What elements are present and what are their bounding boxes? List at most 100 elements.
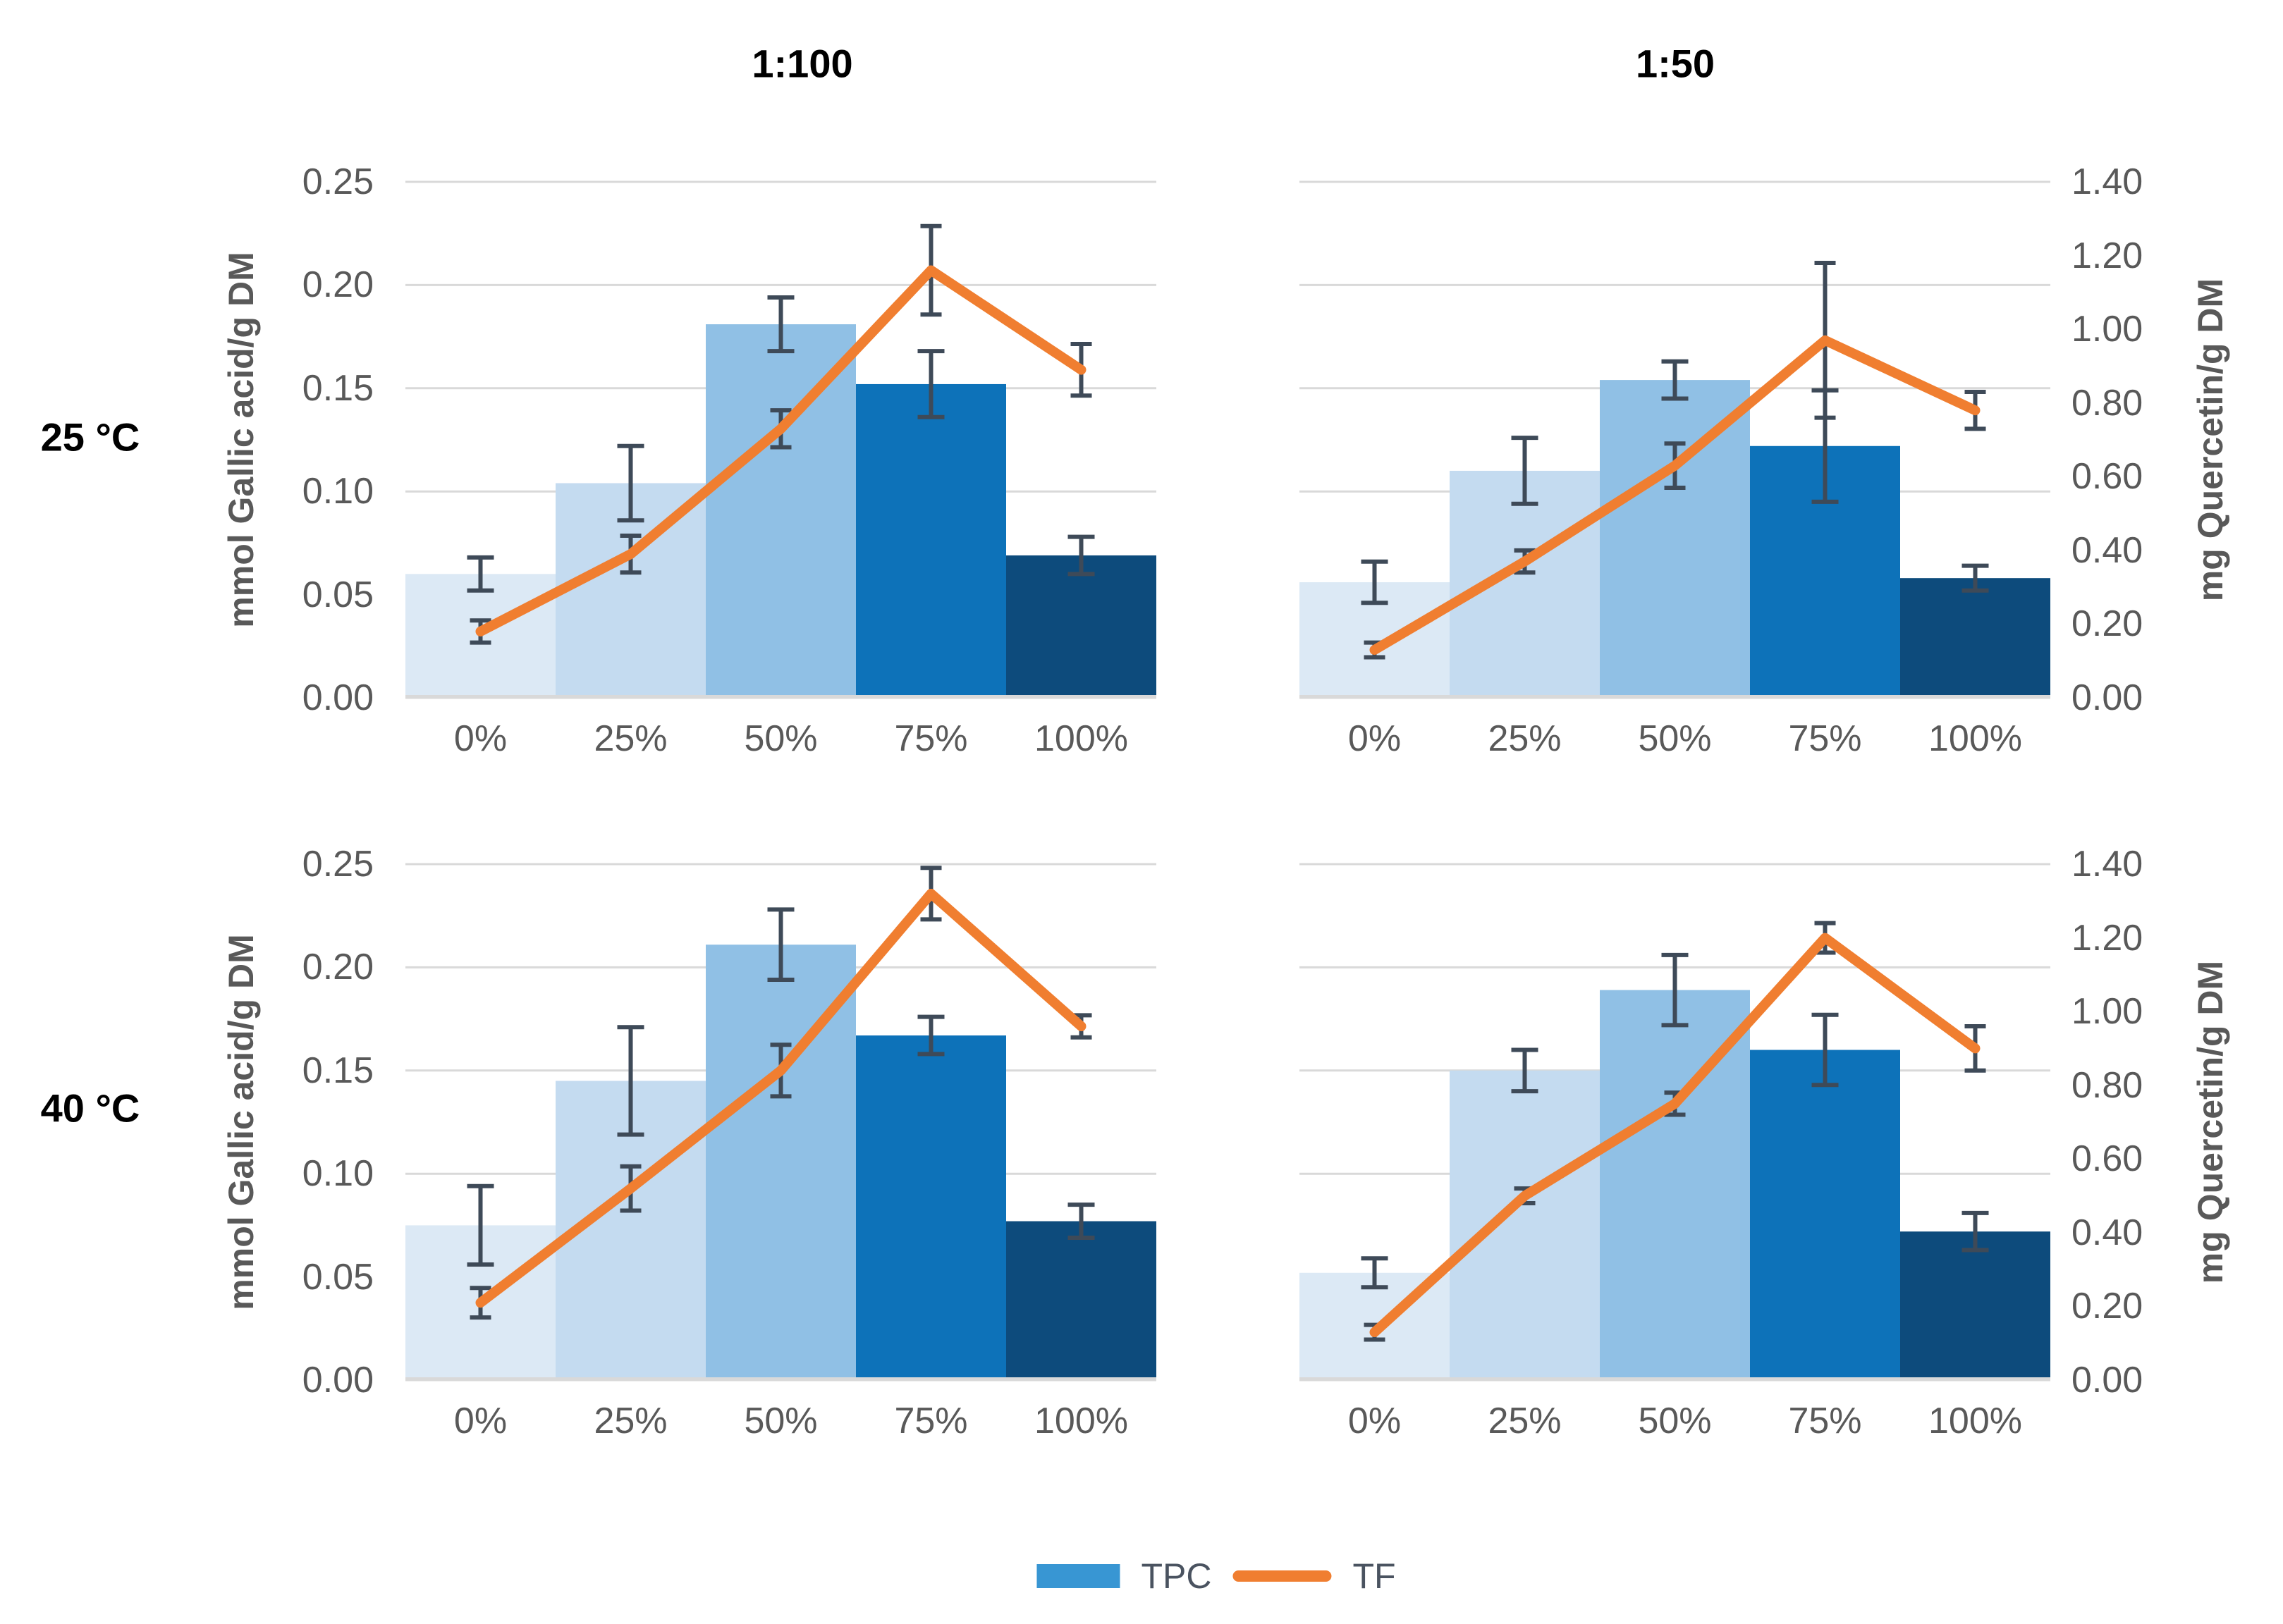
y-tick-right-0.20: 0.20 bbox=[2071, 1286, 2143, 1327]
error-bar bbox=[1361, 1256, 1388, 1290]
y-tick-left-0.05: 0.05 bbox=[302, 1256, 374, 1298]
error-bar bbox=[1361, 559, 1388, 605]
y-tick-right-1.20: 1.20 bbox=[2071, 235, 2143, 276]
tpc-bar-100% bbox=[1006, 1221, 1156, 1380]
x-tick-25%: 25% bbox=[594, 1401, 668, 1441]
y-tick-left-0.10: 0.10 bbox=[302, 1153, 374, 1195]
x-tick-25%: 25% bbox=[1488, 1401, 1562, 1441]
tf-line bbox=[1369, 335, 1981, 656]
tpc-bar-75% bbox=[856, 1035, 1006, 1380]
y-tick-right-0.20: 0.20 bbox=[2071, 603, 2143, 645]
error-bar bbox=[767, 295, 795, 354]
error-bar bbox=[1961, 563, 1989, 593]
tf-line bbox=[1369, 933, 1981, 1338]
error-bar bbox=[467, 555, 494, 593]
legend-tf-line-swatch bbox=[1232, 1570, 1332, 1582]
tpc-bar-50% bbox=[706, 324, 856, 698]
chart-25c-1-50 bbox=[1299, 180, 2050, 699]
tpc-bar-100% bbox=[1900, 578, 2050, 698]
y-tick-right-1.00: 1.00 bbox=[2071, 991, 2143, 1033]
error-bar bbox=[1067, 534, 1095, 577]
tf-line bbox=[475, 888, 1087, 1308]
x-tick-75%: 75% bbox=[1788, 1401, 1862, 1441]
y-axis-title-right-top: mg Quercetin/g DM bbox=[2191, 278, 2230, 602]
tf-line bbox=[475, 265, 1087, 636]
tpc-bar-75% bbox=[856, 383, 1006, 698]
y-tick-left-0.15: 0.15 bbox=[302, 367, 374, 409]
chart-40c-1-50 bbox=[1299, 863, 2050, 1382]
tpc-bar-50% bbox=[1600, 380, 1750, 698]
legend: TPC TF bbox=[1036, 1556, 1396, 1597]
error-bar bbox=[1811, 1012, 1839, 1088]
y-tick-left-0.25: 0.25 bbox=[302, 844, 374, 885]
y-tick-right-0.60: 0.60 bbox=[2071, 1138, 2143, 1180]
y-tick-right-0.40: 0.40 bbox=[2071, 1212, 2143, 1253]
y-tick-left-0.05: 0.05 bbox=[302, 574, 374, 615]
error-bar bbox=[1511, 1047, 1538, 1094]
tpc-bar-75% bbox=[1750, 1050, 1900, 1380]
x-tick-50%: 50% bbox=[744, 1401, 818, 1441]
y-tick-left-0.00: 0.00 bbox=[302, 677, 374, 718]
y-tick-left-0.20: 0.20 bbox=[302, 947, 374, 988]
legend-tpc-swatch bbox=[1036, 1564, 1120, 1588]
error-bar bbox=[1067, 1202, 1095, 1240]
column-title-ratio-1-50: 1:50 bbox=[1635, 41, 1715, 86]
y-axis-title-left-bottom: mmol Gallic acid/g DM bbox=[221, 934, 261, 1310]
y-tick-right-1.40: 1.40 bbox=[2071, 161, 2143, 202]
y-tick-right-0.00: 0.00 bbox=[2071, 677, 2143, 718]
x-tick-50%: 50% bbox=[744, 718, 818, 759]
chart-25c-1-100 bbox=[405, 180, 1156, 699]
chart-40c-1-100 bbox=[405, 863, 1156, 1382]
x-tick-75%: 75% bbox=[894, 718, 968, 759]
error-bar bbox=[467, 1183, 494, 1267]
error-bar bbox=[917, 1014, 945, 1057]
x-tick-25%: 25% bbox=[1488, 718, 1562, 759]
error-bar bbox=[1511, 436, 1538, 506]
x-tick-0%: 0% bbox=[1347, 718, 1402, 759]
y-tick-right-1.00: 1.00 bbox=[2071, 309, 2143, 350]
tpc-bar-100% bbox=[1006, 555, 1156, 698]
x-tick-100%: 100% bbox=[1034, 718, 1128, 759]
y-axis-title-right-bottom: mg Quercetin/g DM bbox=[2191, 960, 2230, 1284]
tpc-bar-25% bbox=[1450, 470, 1600, 698]
y-tick-left-0.00: 0.00 bbox=[302, 1360, 374, 1401]
x-tick-100%: 100% bbox=[1928, 1401, 2022, 1441]
x-tick-25%: 25% bbox=[594, 718, 668, 759]
y-tick-right-0.80: 0.80 bbox=[2071, 382, 2143, 424]
x-tick-75%: 75% bbox=[894, 1401, 968, 1441]
x-tick-100%: 100% bbox=[1928, 718, 2022, 759]
x-tick-0%: 0% bbox=[453, 1401, 508, 1441]
y-tick-right-0.00: 0.00 bbox=[2071, 1360, 2143, 1401]
x-tick-50%: 50% bbox=[1638, 1401, 1712, 1441]
y-tick-right-0.80: 0.80 bbox=[2071, 1064, 2143, 1106]
row-label-40c: 40 °C bbox=[40, 1085, 140, 1131]
y-tick-right-0.60: 0.60 bbox=[2071, 456, 2143, 498]
y-tick-right-1.40: 1.40 bbox=[2071, 844, 2143, 885]
tpc-bar-100% bbox=[1900, 1231, 2050, 1380]
x-tick-0%: 0% bbox=[453, 718, 508, 759]
error-bar bbox=[917, 349, 945, 419]
x-tick-50%: 50% bbox=[1638, 718, 1712, 759]
tpc-bar-25% bbox=[1450, 1070, 1600, 1380]
legend-tpc-label: TPC bbox=[1141, 1556, 1212, 1596]
error-bar bbox=[1661, 359, 1689, 401]
y-axis-title-left-top: mmol Gallic acid/g DM bbox=[221, 252, 261, 628]
x-tick-0%: 0% bbox=[1347, 1401, 1402, 1441]
error-bar bbox=[617, 443, 644, 523]
error-bar bbox=[1661, 952, 1689, 1028]
y-tick-right-0.40: 0.40 bbox=[2071, 529, 2143, 571]
legend-tf-label: TF bbox=[1352, 1556, 1396, 1596]
error-bar bbox=[1961, 1210, 1989, 1253]
error-bar bbox=[767, 907, 795, 982]
error-bar bbox=[617, 1025, 644, 1137]
column-title-ratio-1-100: 1:100 bbox=[752, 41, 853, 86]
y-tick-left-0.15: 0.15 bbox=[302, 1050, 374, 1091]
y-tick-right-1.20: 1.20 bbox=[2071, 917, 2143, 959]
y-tick-left-0.20: 0.20 bbox=[302, 264, 374, 306]
y-tick-left-0.10: 0.10 bbox=[302, 471, 374, 512]
x-tick-100%: 100% bbox=[1034, 1401, 1128, 1441]
x-tick-75%: 75% bbox=[1788, 718, 1862, 759]
y-tick-left-0.25: 0.25 bbox=[302, 161, 374, 202]
row-label-25c: 25 °C bbox=[40, 414, 140, 460]
